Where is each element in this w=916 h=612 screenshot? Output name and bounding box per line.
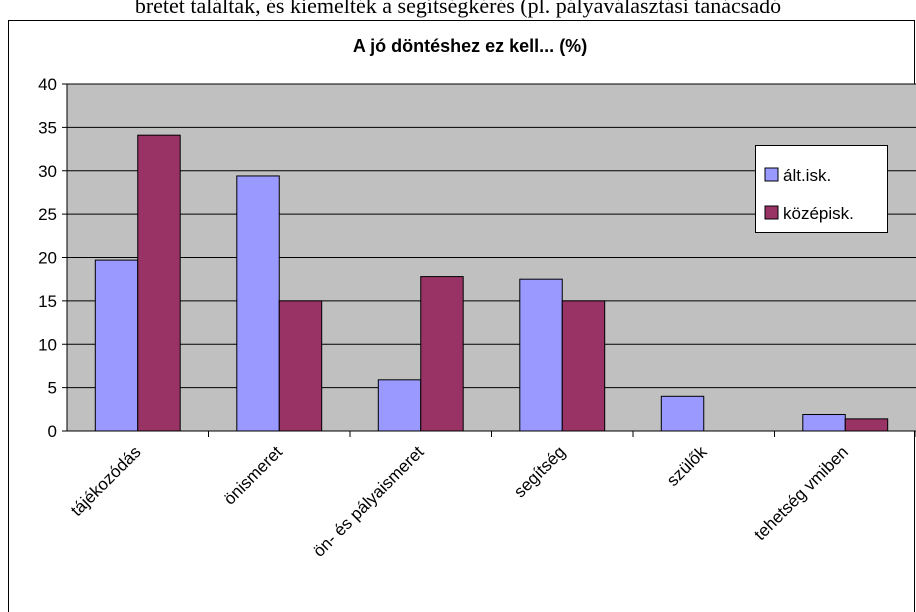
legend-label: középisk. xyxy=(783,204,854,223)
chart-title: A jó döntéshez ez kell... (%) xyxy=(353,36,587,56)
bar xyxy=(660,395,705,432)
y-tick-label: 0 xyxy=(48,422,57,441)
bar xyxy=(94,259,139,432)
bar xyxy=(137,134,181,432)
legend-label: ált.isk. xyxy=(783,166,831,185)
header-text: bretet találtak, és kiemelték a segítség… xyxy=(135,0,781,18)
y-tick-label: 20 xyxy=(38,249,57,268)
y-tick-label: 35 xyxy=(38,118,57,137)
y-tick-label: 30 xyxy=(38,162,57,181)
bar xyxy=(420,276,464,432)
y-tick-label: 25 xyxy=(38,205,57,224)
legend-swatch xyxy=(764,205,779,220)
y-tick-label: 15 xyxy=(38,292,57,311)
y-tick-label: 10 xyxy=(38,335,57,354)
y-tick-label: 5 xyxy=(48,379,57,398)
bar xyxy=(844,418,889,432)
bar xyxy=(377,379,422,432)
bar xyxy=(802,414,846,432)
bar xyxy=(236,175,280,432)
y-tick-label: 40 xyxy=(38,75,57,94)
bar xyxy=(561,300,606,432)
legend-swatch xyxy=(764,167,779,182)
bar xyxy=(519,278,563,432)
bar xyxy=(278,300,323,432)
